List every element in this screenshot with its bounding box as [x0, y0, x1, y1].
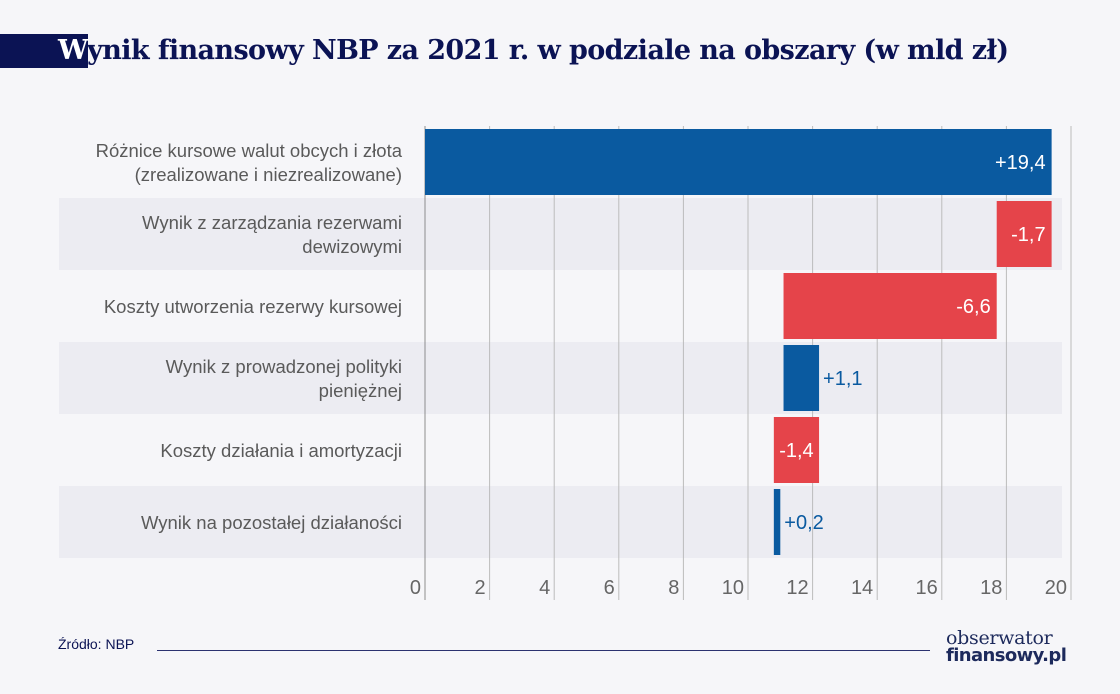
x-tick-label: 4 [539, 577, 550, 599]
x-tick-label: 2 [474, 577, 485, 599]
category-label: (zrealizowane i niezrealizowane) [135, 164, 402, 185]
category-label: dewizowymi [302, 236, 402, 257]
x-tick-label: 18 [980, 577, 1002, 599]
source-note: Źródło: NBP [58, 636, 135, 652]
logo-line-1: obserwator [946, 627, 1053, 649]
category-label: pieniężnej [319, 380, 402, 401]
bar-negative [783, 273, 997, 339]
x-tick-label: 14 [851, 577, 873, 599]
data-label: -6,6 [956, 296, 990, 318]
bar-positive [783, 345, 820, 411]
chart-title: Wynik finansowy NBP za 2021 r. w podzial… [58, 31, 1009, 71]
category-label: Różnice kursowe walut obcych i złota [96, 140, 403, 161]
title-text: ynik finansowy NBP za 2021 r. w podziale… [87, 35, 1009, 66]
bar-positive [425, 129, 1052, 195]
category-label: Wynik na pozostałej działaności [141, 512, 402, 533]
row-band [59, 198, 1062, 270]
category-label: Koszty działania i amortyzacji [160, 440, 402, 461]
title-accent-block [0, 34, 88, 68]
source-divider [157, 650, 930, 651]
bar-negative [773, 417, 820, 483]
bar-negative [996, 201, 1052, 267]
row-band [59, 342, 1062, 414]
logo-line-2: finansowy.pl [946, 645, 1067, 666]
data-label: +19,4 [995, 152, 1046, 174]
data-label: +1,1 [823, 368, 862, 390]
title-first-letter: W [58, 35, 88, 66]
category-label: Wynik z prowadzonej polityki [166, 356, 402, 377]
x-tick-label: 16 [916, 577, 938, 599]
x-tick-label: 12 [786, 577, 808, 599]
brand-logo[interactable]: obserwator finansowy.pl [946, 627, 1067, 666]
x-tick-label: 6 [604, 577, 615, 599]
data-label: -1,7 [1011, 224, 1045, 246]
data-label: -1,4 [779, 440, 813, 462]
bar-positive [773, 489, 781, 555]
x-tick-label: 10 [722, 577, 744, 599]
category-label: Koszty utworzenia rezerwy kursowej [104, 296, 402, 317]
data-label: +0,2 [784, 512, 823, 534]
x-tick-label: 8 [668, 577, 679, 599]
category-label: Wynik z zarządzania rezerwami [142, 212, 402, 233]
x-tick-label: 0 [410, 577, 421, 599]
x-tick-label: 20 [1045, 577, 1067, 599]
row-band [59, 486, 1062, 558]
